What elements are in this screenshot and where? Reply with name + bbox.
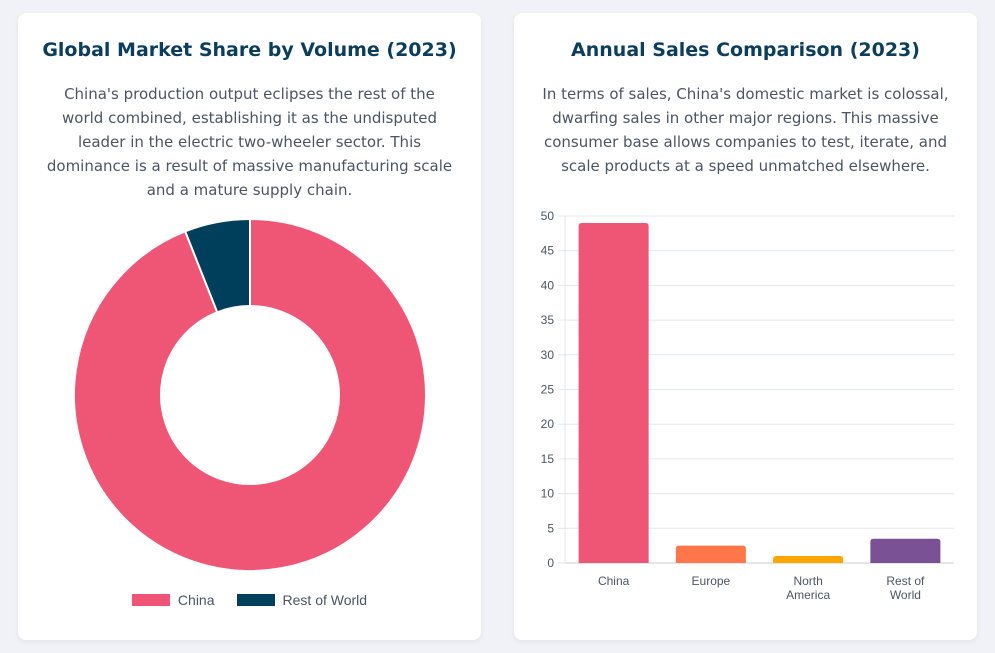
y-tick-label-15: 15 bbox=[541, 452, 555, 466]
bar-europe[interactable] bbox=[675, 545, 746, 563]
legend-item-china[interactable]: China bbox=[131, 592, 215, 608]
donut-slice-rest-of-world[interactable] bbox=[183, 217, 251, 314]
y-tick-label-45: 45 bbox=[541, 244, 555, 258]
market-share-title: Global Market Share by Volume (2023) bbox=[42, 39, 457, 61]
sales-bar-chart: 0 5 10 15 20 25 30 35 40 45 50 China Europe NorthAmer… bbox=[541, 209, 954, 602]
sales-comparison-description: In terms of sales, China's domestic mark… bbox=[542, 85, 949, 175]
bar-rest-of-world[interactable] bbox=[870, 538, 941, 563]
donut-slice-china[interactable] bbox=[73, 217, 427, 572]
x-tick-label-north-america: America bbox=[786, 588, 830, 602]
legend-label-china: China bbox=[177, 592, 215, 608]
legend-swatch-rest-of-world bbox=[236, 594, 275, 606]
y-tick-label-0: 0 bbox=[547, 556, 554, 570]
market-share-description: China's production output eclipses the r… bbox=[46, 85, 453, 199]
sales-comparison-card: Annual Sales Comparison (2023) In terms … bbox=[514, 13, 977, 640]
x-tick-label-north-america: North bbox=[793, 574, 822, 588]
y-tick-label-30: 30 bbox=[541, 348, 555, 362]
sales-comparison-title: Annual Sales Comparison (2023) bbox=[571, 39, 920, 61]
market-share-card: Global Market Share by Volume (2023) Chi… bbox=[18, 13, 481, 640]
y-tick-label-40: 40 bbox=[541, 278, 555, 292]
x-tick-label-rest-of-world: Rest of bbox=[886, 574, 925, 588]
market-share-donut-chart bbox=[73, 217, 427, 572]
legend-swatch-china bbox=[131, 594, 170, 606]
legend-item-rest-of-world[interactable]: Rest of World bbox=[236, 592, 368, 608]
x-tick-label-europe: Europe bbox=[692, 574, 731, 588]
y-tick-label-50: 50 bbox=[541, 209, 555, 223]
y-tick-label-5: 5 bbox=[547, 521, 554, 535]
donut-legend: China Rest of World bbox=[18, 592, 481, 608]
bar-north-america[interactable] bbox=[773, 556, 844, 563]
legend-label-rest-of-world: Rest of World bbox=[282, 592, 368, 608]
y-tick-label-20: 20 bbox=[541, 417, 555, 431]
x-tick-label-china: China bbox=[598, 574, 630, 588]
y-tick-label-25: 25 bbox=[541, 383, 555, 397]
x-tick-label-rest-of-world: World bbox=[890, 588, 921, 602]
y-tick-label-35: 35 bbox=[541, 313, 555, 327]
bar-china[interactable] bbox=[578, 222, 649, 563]
y-tick-label-10: 10 bbox=[541, 487, 555, 501]
